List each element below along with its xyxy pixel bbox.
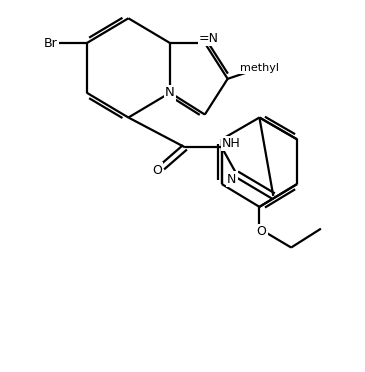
Text: O: O xyxy=(152,164,162,177)
Text: O: O xyxy=(257,225,266,238)
Text: methyl: methyl xyxy=(240,63,279,73)
Text: NH: NH xyxy=(222,137,241,150)
Text: N: N xyxy=(227,173,236,186)
Text: N: N xyxy=(165,86,175,99)
Text: =N: =N xyxy=(199,32,219,45)
Text: Br: Br xyxy=(44,36,58,49)
